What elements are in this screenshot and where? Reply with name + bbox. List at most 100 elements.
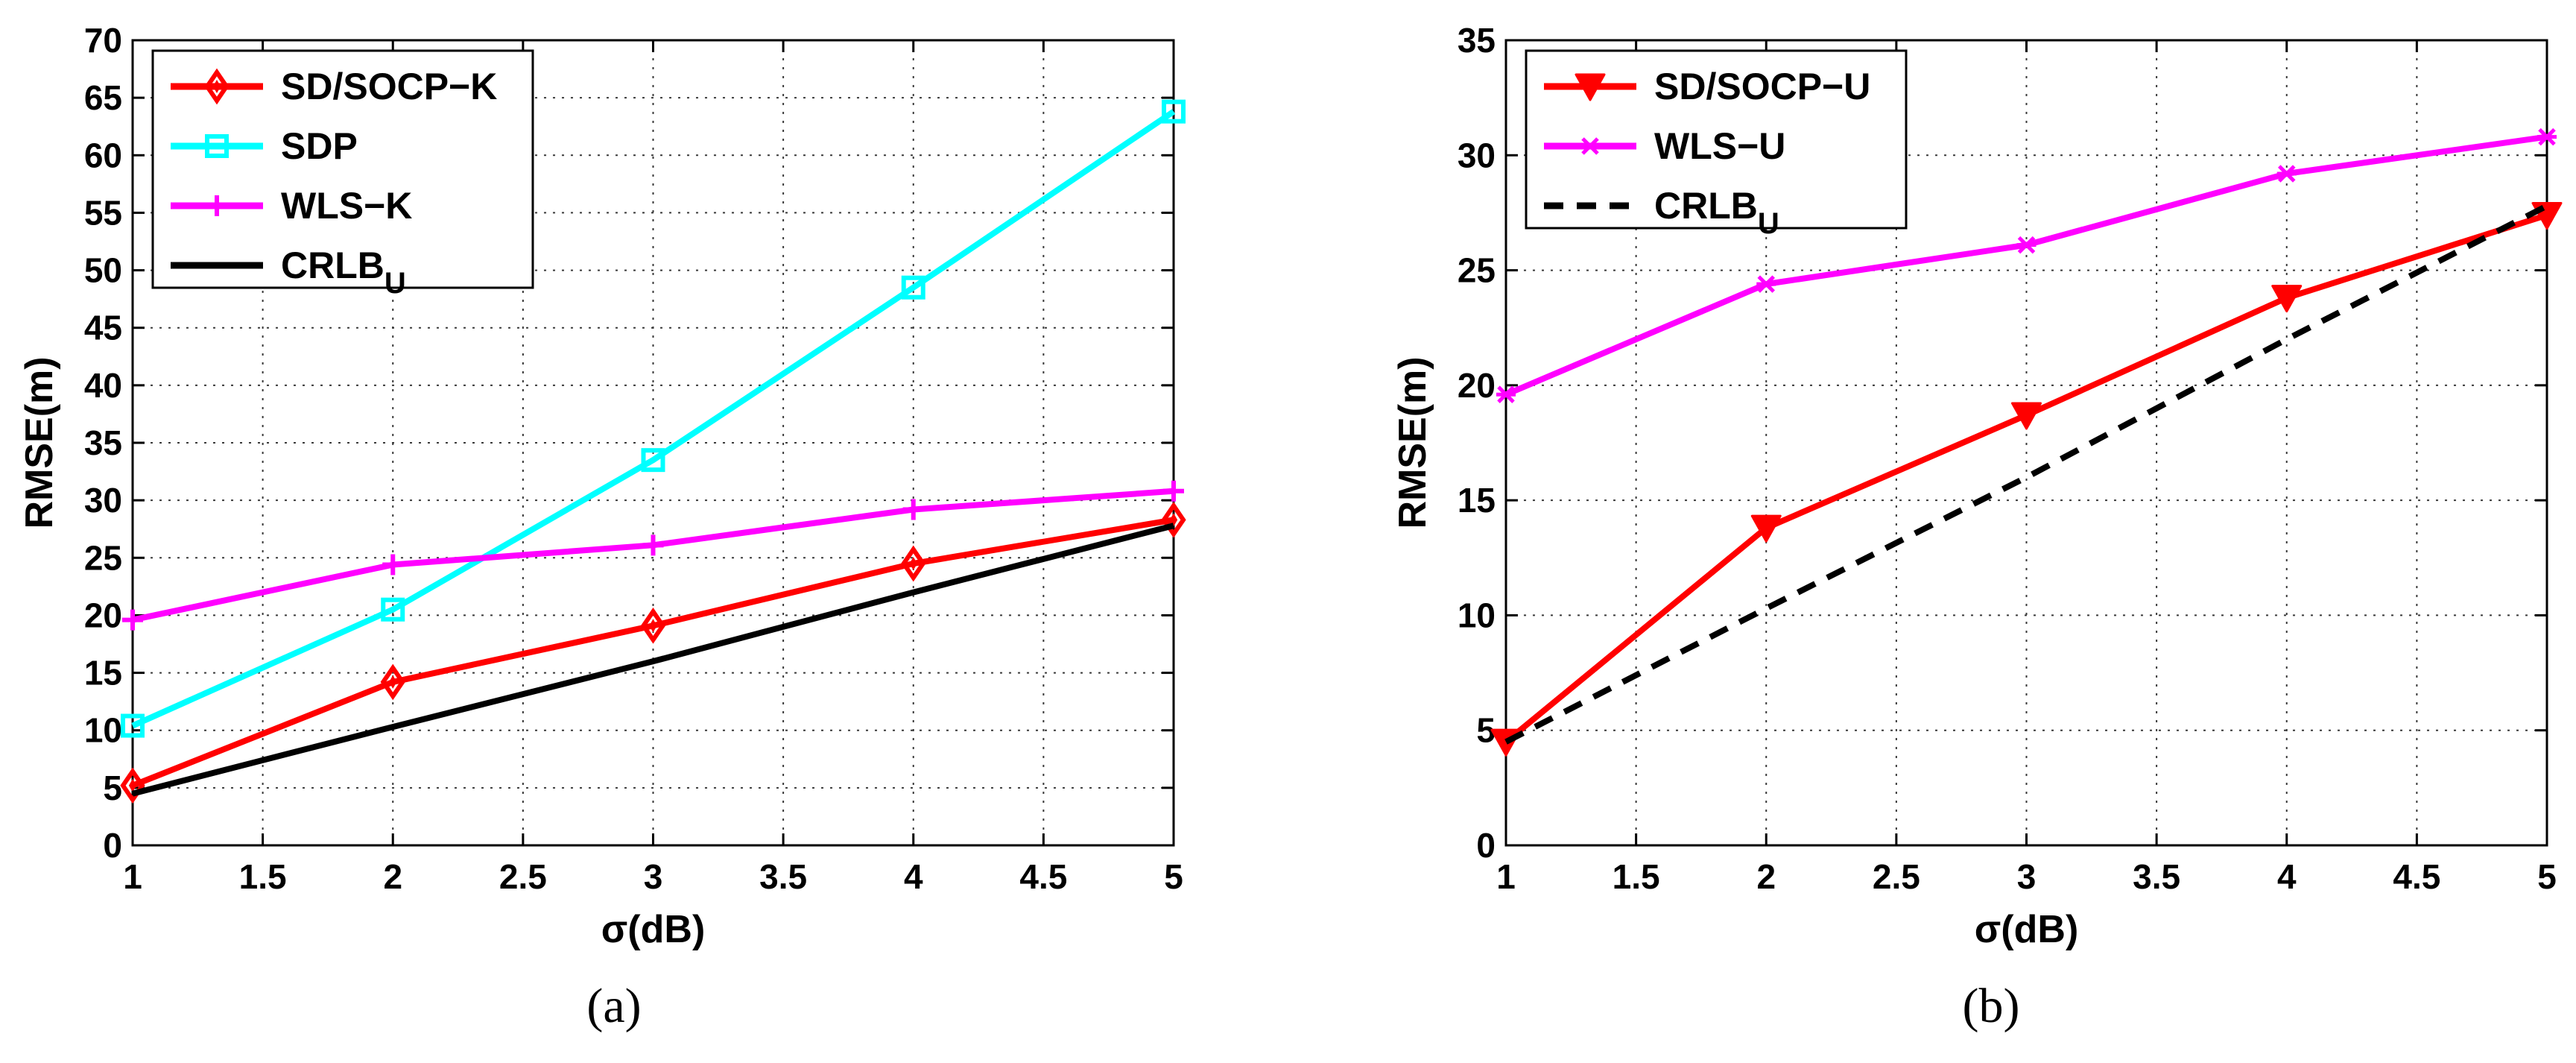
series-3 <box>132 523 1174 797</box>
data-point <box>1161 502 1186 538</box>
y-tick-label: 55 <box>84 193 122 232</box>
x-tick-label: 1.5 <box>1613 857 1660 896</box>
panel-caption: (b) <box>1963 979 2020 1033</box>
series-1 <box>1496 127 2557 403</box>
y-tick-label: 20 <box>84 596 122 634</box>
data-point <box>2011 402 2042 430</box>
x-axis: 1 1.5 2 2.5 3 3.5 4 4.5 5 <box>123 40 1183 896</box>
legend-label: SD/SOCP−U <box>1654 66 1870 107</box>
y-tick-label: 0 <box>103 826 122 865</box>
x-tick-label: 3 <box>2017 857 2037 896</box>
data-point <box>121 713 145 738</box>
y-tick-label: 35 <box>1458 21 1496 60</box>
x-tick-label: 5 <box>1164 857 1183 896</box>
y-axis-label: RMSE(m) <box>18 356 61 529</box>
y-tick-label: 25 <box>1458 251 1496 290</box>
x-tick-label: 1.5 <box>239 857 287 896</box>
data-point <box>381 597 405 622</box>
x-tick-label: 3.5 <box>759 857 807 896</box>
x-tick-label: 1 <box>123 857 142 896</box>
y-tick-label: 40 <box>84 366 122 405</box>
y-tick-label: 10 <box>84 711 122 750</box>
x-tick-label: 2 <box>383 857 402 896</box>
y-tick-label: 30 <box>84 481 122 520</box>
data-point <box>382 554 404 575</box>
data-point <box>1756 275 1776 293</box>
y-tick-label: 50 <box>84 251 122 290</box>
y-tick-label: 35 <box>84 423 122 462</box>
y-tick-label: 30 <box>1458 136 1496 174</box>
y-tick-label: 60 <box>84 136 122 174</box>
data-point <box>1496 385 1516 403</box>
data-point-core <box>389 675 397 689</box>
y-axis-label: RMSE(m) <box>1391 356 1434 529</box>
data-point <box>1750 514 1782 543</box>
y-axis: 0 5 10 15 20 25 30 35 40 45 50 55 60 65 70 <box>84 21 1174 865</box>
data-point <box>1162 99 1186 124</box>
data-point <box>380 663 405 701</box>
y-tick-label: 15 <box>84 654 122 693</box>
series-line <box>132 523 1174 797</box>
data-point-core <box>1169 513 1178 527</box>
y-tick-label: 65 <box>84 78 122 117</box>
data-point <box>2276 165 2297 183</box>
y-tick-label: 10 <box>1458 596 1496 634</box>
data-point <box>120 767 145 804</box>
data-point <box>901 275 925 300</box>
x-tick-label: 2.5 <box>499 857 547 896</box>
data-point <box>902 499 924 520</box>
y-tick-label: 0 <box>1476 826 1496 865</box>
legend-marker <box>1580 137 1600 155</box>
data-point-core <box>909 556 917 571</box>
y-tick-label: 70 <box>84 21 122 60</box>
data-point-core <box>649 619 657 633</box>
data-point <box>641 448 665 473</box>
x-tick-label: 5 <box>2537 857 2557 896</box>
data-point <box>2016 236 2037 254</box>
chart-panel-a: 1 1.5 2 2.5 3 3.5 4 4.5 505101520253035404550556… <box>18 21 1186 1033</box>
series-line <box>131 109 1176 729</box>
y-tick-label: 15 <box>1458 481 1496 520</box>
data-point <box>2537 127 2557 146</box>
x-axis: 1 1.5 2 2.5 3 3.5 4 4.5 5 <box>1496 40 2557 896</box>
legend-label-subscript: U <box>1758 207 1779 240</box>
x-tick-label: 2 <box>1756 857 1776 896</box>
y-tick-label: 25 <box>84 538 122 577</box>
x-tick-label: 4 <box>904 857 923 896</box>
legend-label: WLS−K <box>281 185 412 227</box>
data-point <box>1163 480 1184 502</box>
legend-label: SD/SOCP−K <box>281 66 497 107</box>
y-tick-label: 45 <box>84 309 122 347</box>
series-1 <box>121 99 1186 738</box>
x-tick-label: 4 <box>2277 857 2297 896</box>
x-axis-label: σ(dB) <box>601 908 706 951</box>
chart-panel-b: 1 1.5 2 2.5 3 3.5 4 4.5 50 5 10 15 20 25 30 35 σ(dB) RMSE… <box>1391 21 2563 1033</box>
x-tick-label: 1 <box>1496 857 1516 896</box>
legend-marker <box>206 195 227 216</box>
legend-marker-core <box>212 79 221 94</box>
panel-caption: (a) <box>586 979 641 1033</box>
y-tick-label: 5 <box>103 769 122 807</box>
data-point <box>642 534 664 556</box>
x-axis-label: σ(dB) <box>1975 908 2079 951</box>
legend-marker <box>204 68 230 105</box>
x-tick-label: 2.5 <box>1873 857 1920 896</box>
legend-label-subscript: U <box>384 267 406 300</box>
x-tick-label: 3 <box>644 857 663 896</box>
data-point <box>2271 285 2303 313</box>
series-2 <box>122 480 1184 631</box>
x-tick-label: 4.5 <box>2393 857 2440 896</box>
x-tick-label: 3.5 <box>2133 857 2180 896</box>
y-tick-label: 20 <box>1458 366 1496 405</box>
legend-marker <box>1575 73 1606 101</box>
data-point <box>901 545 926 582</box>
legend-marker <box>205 134 229 158</box>
data-point <box>640 608 666 644</box>
legend-label: SDP <box>281 125 358 167</box>
data-point <box>122 609 143 631</box>
legend-label: WLS−U <box>1654 125 1785 167</box>
